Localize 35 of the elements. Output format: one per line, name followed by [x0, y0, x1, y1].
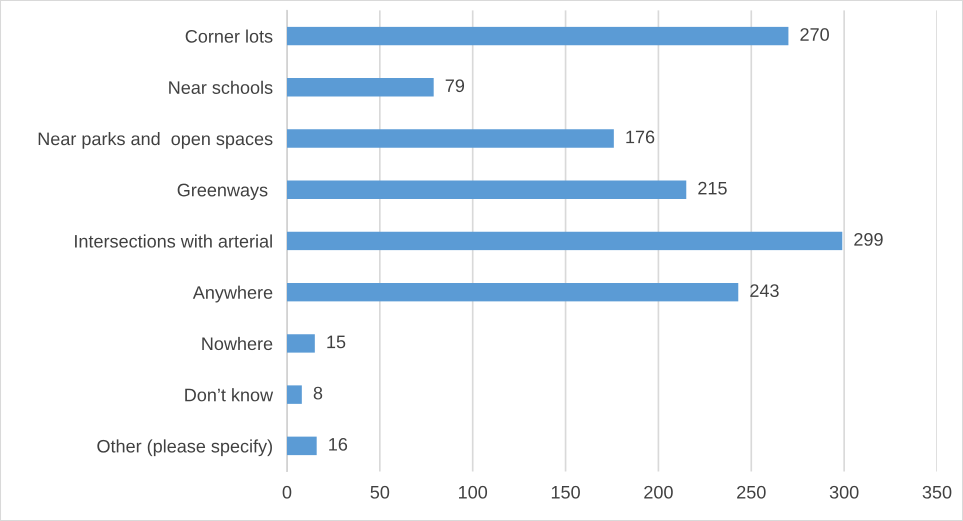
data-label: 270 — [800, 28, 829, 41]
bar — [286, 334, 315, 353]
data-label: 79 — [446, 79, 464, 92]
x-tick-label: 0 — [282, 486, 292, 499]
bar — [286, 26, 788, 46]
y-tick-label: Greenways — [178, 184, 268, 200]
x-tick-label: 100 — [459, 486, 488, 499]
x-tick-label: 350 — [922, 486, 952, 499]
x-tick-label: 50 — [370, 486, 390, 499]
y-tick-label: Anywhere — [192, 286, 272, 302]
data-label: 215 — [698, 182, 727, 195]
y-tick-label: Nowhere — [202, 336, 272, 350]
y-tick-label: Near schools — [169, 80, 272, 94]
bar — [286, 129, 614, 148]
bar — [286, 436, 317, 456]
y-tick-label: Corner lots — [186, 29, 272, 43]
data-label: 8 — [314, 386, 322, 400]
x-tick-label: 200 — [644, 486, 673, 499]
x-tick-label: 300 — [830, 486, 858, 499]
bar — [286, 180, 686, 199]
data-label: 176 — [626, 130, 654, 144]
data-label: 15 — [327, 336, 346, 348]
y-tick-label: Intersections with arterial — [75, 234, 272, 248]
data-label: 16 — [329, 438, 348, 451]
bar — [286, 232, 842, 250]
x-tick-label: 250 — [737, 486, 766, 499]
y-tick-label: Near parks and open spaces — [38, 132, 272, 149]
y-tick-label: Don’t know — [185, 388, 274, 402]
y-tick-label: Other (please specify) — [97, 439, 272, 456]
bar — [286, 78, 434, 96]
bar — [286, 282, 738, 302]
x-tick-label: 150 — [552, 486, 580, 499]
data-label: 299 — [854, 233, 883, 246]
data-label: 243 — [750, 284, 779, 298]
bar — [286, 385, 302, 404]
